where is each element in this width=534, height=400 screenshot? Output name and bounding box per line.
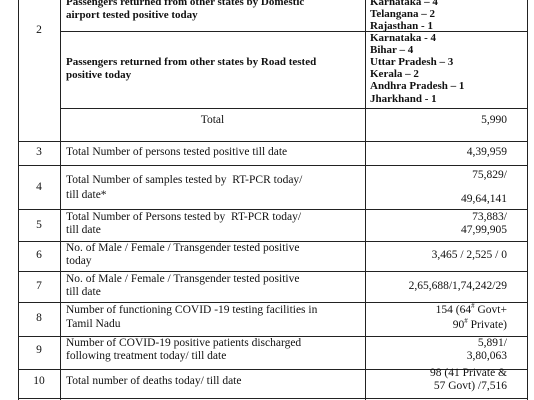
value: 3,465 / 2,525 / 0 — [431, 249, 507, 261]
row-number: 6 — [36, 249, 42, 261]
description: Passengers returned from other states by… — [66, 0, 305, 8]
description: Number of functioning COVID -19 testing … — [66, 304, 318, 316]
description: Passengers returned from other states by… — [66, 56, 317, 68]
value-part: 154 (64 — [435, 304, 472, 316]
value-part: Govt+ — [474, 304, 508, 316]
row-number: 5 — [36, 219, 42, 231]
value: 5,891/ — [477, 337, 507, 349]
description: airport tested positive today — [66, 9, 198, 21]
description: Total Number of persons tested positive … — [66, 146, 288, 158]
value: Karnataka - 4 — [370, 32, 436, 44]
row-number: 10 — [33, 375, 45, 387]
description: Total number of deaths today/ till date — [66, 375, 242, 387]
value: 98 (41 Private & — [430, 367, 507, 379]
value-mark: # — [464, 317, 468, 326]
row-number: 7 — [36, 280, 42, 292]
value: Bihar – 4 — [370, 44, 414, 56]
value: Telangana – 2 — [370, 8, 436, 20]
value: 3,80,063 — [466, 350, 507, 362]
value: Rajasthan - 1 — [370, 20, 433, 32]
value: 4,39,959 — [466, 146, 507, 158]
value: 90# Private) — [452, 317, 507, 332]
description: till date* — [66, 189, 107, 201]
value: 49,64,141 — [461, 193, 507, 205]
value: 154 (64# Govt+ — [435, 302, 508, 317]
value-part: 90 — [452, 319, 465, 331]
description: till date — [66, 286, 101, 298]
value: Kerala – 2 — [370, 68, 419, 80]
description: today — [66, 255, 92, 267]
value: Andhra Pradesh – 1 — [370, 80, 465, 92]
value: 5,990 — [481, 114, 507, 126]
description: Total Number of samples tested by RT-PCR… — [66, 174, 303, 186]
description: positive today — [66, 69, 132, 81]
value: Karnataka – 4 — [370, 0, 438, 8]
description: Total — [200, 114, 225, 126]
description: No. of Male / Female / Transgender teste… — [66, 273, 300, 285]
row-number: 3 — [36, 146, 42, 158]
row-number: 2 — [36, 24, 42, 36]
value: 2,65,688/1,74,242/29 — [408, 280, 507, 292]
description: following treatment today/ till date — [66, 350, 227, 362]
value: 75,829/ — [472, 169, 507, 181]
description: No. of Male / Female / Transgender teste… — [66, 242, 300, 254]
description: Total Number of Persons tested by RT-PCR… — [66, 211, 302, 223]
value: Uttar Pradesh – 3 — [370, 56, 454, 68]
description: Tamil Nadu — [66, 318, 121, 330]
description: till date — [66, 224, 101, 236]
value-mark: # — [471, 302, 475, 311]
value: Jharkhand - 1 — [370, 93, 437, 105]
row-number: 4 — [36, 181, 42, 193]
row-number: 9 — [36, 344, 42, 356]
value: 57 Govt) /7,516 — [433, 380, 507, 392]
value-part: Private) — [467, 319, 507, 331]
value: 73,883/ — [472, 211, 507, 223]
description: Number of COVID-19 positive patients dis… — [66, 337, 302, 349]
row-number: 8 — [36, 312, 42, 324]
value: 47,99,905 — [461, 224, 507, 236]
